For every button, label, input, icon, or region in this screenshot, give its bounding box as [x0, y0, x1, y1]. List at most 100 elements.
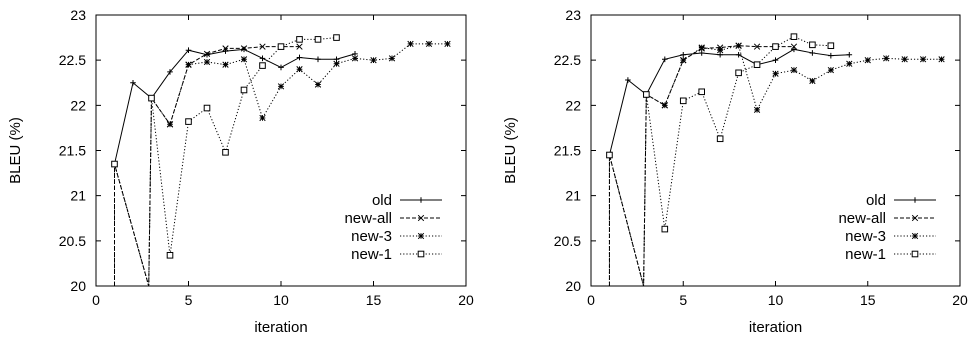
data-point-new-1 — [753, 61, 761, 68]
data-point-new-1 — [333, 34, 340, 41]
data-point-old — [828, 52, 834, 59]
data-point-new-3 — [753, 106, 761, 114]
data-point-old — [846, 51, 853, 58]
y-axis-label: BLEU (%) — [7, 117, 24, 184]
data-point-old — [167, 69, 173, 75]
data-point-new-1 — [809, 41, 816, 49]
data-point-new-1 — [296, 36, 303, 43]
data-point-new-3 — [716, 47, 724, 54]
legend-label: old — [866, 192, 886, 209]
legend-marker-new-3 — [911, 232, 919, 240]
series-line-new-all — [608, 45, 794, 286]
data-point-old — [222, 48, 229, 54]
data-point-new-3 — [790, 66, 798, 74]
legend-marker-new-all — [911, 214, 919, 222]
data-point-new-3 — [314, 81, 322, 88]
series-line-new-3 — [114, 43, 448, 286]
x-tick-label: 0 — [92, 292, 100, 308]
data-point-old — [315, 56, 321, 63]
x-tick-label: 5 — [185, 292, 193, 308]
y-tick-label: 22.5 — [59, 52, 86, 68]
x-tick-label: 0 — [587, 292, 595, 308]
data-point-new-all — [259, 43, 266, 50]
data-point-old — [735, 51, 742, 58]
y-tick-label: 20 — [565, 278, 581, 294]
series-old — [111, 46, 358, 167]
y-tick-label: 22 — [70, 97, 86, 113]
data-point-new-3 — [864, 57, 871, 64]
series-new-all — [606, 42, 798, 286]
data-point-new-3 — [938, 56, 945, 63]
y-tick-label: 22.5 — [554, 52, 581, 68]
data-point-new-1 — [185, 118, 192, 125]
data-point-new-1 — [827, 42, 835, 50]
data-point-new-1 — [240, 86, 248, 94]
data-point-new-3 — [203, 58, 211, 66]
data-point-new-1 — [259, 62, 266, 69]
legend-marker-new-1 — [417, 250, 425, 258]
data-point-new-3 — [333, 60, 340, 67]
x-tick-label: 5 — [679, 292, 687, 308]
legend-label: new-1 — [351, 246, 392, 263]
data-point-new-3 — [919, 56, 927, 63]
legend-marker-new-all — [417, 214, 425, 222]
data-point-new-3 — [388, 55, 396, 62]
series-line-new-1 — [114, 37, 337, 286]
data-point-old — [680, 51, 687, 58]
y-axis-label: BLEU (%) — [502, 117, 519, 184]
data-point-old — [278, 64, 284, 71]
data-point-new-3 — [444, 40, 451, 48]
series-line-new-all — [114, 46, 300, 286]
y-tick-label: 21.5 — [59, 143, 86, 159]
data-point-new-3 — [772, 70, 779, 77]
plot-frame — [590, 14, 961, 287]
data-point-new-3 — [809, 77, 816, 85]
data-point-new-1 — [148, 94, 155, 102]
legend-label: new-3 — [845, 228, 886, 245]
data-point-new-3 — [370, 57, 377, 64]
data-point-new-3 — [661, 102, 668, 109]
data-point-new-3 — [883, 55, 890, 62]
series-line-new-1 — [608, 36, 831, 286]
data-point-new-1 — [606, 151, 613, 159]
data-point-new-3 — [185, 61, 192, 68]
data-point-new-3 — [351, 55, 359, 62]
data-point-new-3 — [901, 56, 908, 63]
series-new-3 — [111, 40, 451, 286]
data-point-new-all — [753, 43, 761, 50]
data-point-new-1 — [314, 36, 322, 43]
data-point-old — [130, 79, 136, 86]
data-point-old — [241, 46, 247, 53]
x-tick-label: 15 — [366, 292, 382, 308]
x-tick-label: 20 — [458, 292, 474, 308]
y-tick-label: 23 — [70, 7, 86, 23]
y-tick-label: 20 — [70, 278, 86, 294]
data-point-new-1 — [203, 104, 211, 112]
data-point-new-all — [296, 43, 303, 50]
data-point-old — [698, 50, 705, 56]
data-point-new-3 — [698, 44, 705, 51]
y-tick-label: 20.5 — [554, 233, 581, 249]
legend-marker-old — [418, 197, 424, 203]
series-line-old — [608, 48, 850, 156]
data-point-new-3 — [827, 66, 835, 74]
data-point-old — [662, 56, 668, 63]
data-point-new-3 — [277, 83, 285, 90]
legend-label: new-1 — [845, 246, 886, 263]
data-point-old — [772, 57, 779, 63]
data-point-old — [809, 50, 816, 56]
data-point-new-3 — [425, 40, 433, 48]
x-tick-label: 10 — [768, 292, 784, 308]
legend-label: new-all — [838, 210, 886, 227]
data-point-old — [296, 54, 303, 61]
legend-marker-new-1 — [911, 250, 919, 258]
data-point-new-3 — [680, 57, 687, 64]
legend-label: old — [372, 192, 392, 209]
legend-marker-old — [912, 197, 918, 203]
data-point-old — [791, 46, 797, 53]
plot-frame — [95, 14, 467, 287]
data-point-new-1 — [772, 43, 779, 50]
